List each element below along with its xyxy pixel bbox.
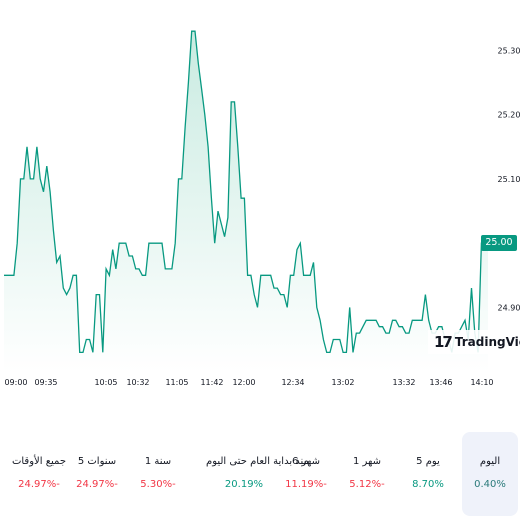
period-label: جميع الأوقات	[11, 456, 67, 467]
period-change-value: 20.19%	[224, 479, 264, 490]
last-price-tag: 25.00	[481, 235, 517, 252]
performance-periods: اليوم 0.40% 5 يوم 8.70% 1 شهر 5.12%- 6 شهر 11.1…	[0, 432, 520, 520]
x-axis-tick-label: 11:42	[200, 378, 223, 387]
x-axis-tick-label: 09:35	[34, 378, 57, 387]
tradingview-logo[interactable]: 17 TradingView	[428, 330, 520, 354]
period-label: منذ بداية العام حتى اليوم	[206, 456, 309, 467]
period-tab-6[interactable]: 5 سنوات 24.97%-	[66, 432, 128, 516]
period-label: اليوم	[479, 456, 501, 467]
x-axis-tick-label: 12:34	[281, 378, 304, 387]
price-line	[4, 30, 488, 354]
period-label: 5 يوم	[416, 456, 440, 467]
period-tab-1[interactable]: 5 يوم 8.70%	[400, 432, 456, 516]
period-change-value: 24.97%-	[18, 479, 60, 490]
y-axis-tick-label: 25.20	[498, 111, 520, 120]
x-axis-tick-label: 13:46	[429, 378, 452, 387]
period-change-value: 11.19%-	[285, 479, 327, 490]
period-tab-4[interactable]: منذ بداية العام حتى اليوم 20.19%	[206, 432, 309, 516]
y-axis-tick-label: 25.30	[498, 46, 520, 55]
price-chart[interactable]: 25.30 25.20 25.10 24.90 09:00 09:35 10:05 10:3…	[0, 0, 520, 400]
x-axis-tick-label: 09:00	[4, 378, 27, 387]
period-label: 1 شهر	[352, 456, 382, 467]
x-axis-tick-label: 13:32	[392, 378, 415, 387]
price-area-fill	[4, 31, 488, 372]
period-tab-2[interactable]: 1 شهر 5.12%-	[339, 432, 395, 516]
y-axis-tick-label: 24.90	[498, 303, 520, 312]
period-tab-7[interactable]: جميع الأوقات 24.97%-	[8, 432, 70, 516]
period-label: 5 سنوات	[77, 456, 117, 467]
chart-svg: 25.30 25.20 25.10 24.90 09:00 09:35 10:05 10:3…	[4, 30, 520, 387]
x-axis-tick-label: 14:10	[470, 378, 493, 387]
period-change-value: 8.70%	[412, 479, 444, 490]
period-tab-0[interactable]: اليوم 0.40%	[462, 432, 518, 516]
y-axis-tick-label: 25.10	[498, 175, 520, 184]
x-axis-tick-label: 10:05	[94, 378, 117, 387]
x-axis-tick-label: 13:02	[331, 378, 354, 387]
x-axis-tick-label: 11:05	[165, 378, 188, 387]
period-tab-3[interactable]: 6 شهر 11.19%-	[278, 432, 334, 516]
period-tab-5[interactable]: 1 سنة 5.30%-	[130, 432, 186, 516]
period-change-value: 5.12%-	[349, 479, 385, 490]
x-axis-tick-label: 12:00	[232, 378, 255, 387]
period-change-value: 0.40%	[474, 479, 506, 490]
period-change-value: 5.30%-	[140, 479, 176, 490]
period-change-value: 24.97%-	[76, 479, 118, 490]
tradingview-logo-icon: 17	[434, 333, 453, 351]
period-label: 1 سنة	[144, 456, 172, 467]
x-axis-tick-label: 10:32	[126, 378, 149, 387]
period-label: 6 شهر	[291, 456, 321, 467]
tradingview-logo-text: TradingView	[454, 335, 520, 349]
